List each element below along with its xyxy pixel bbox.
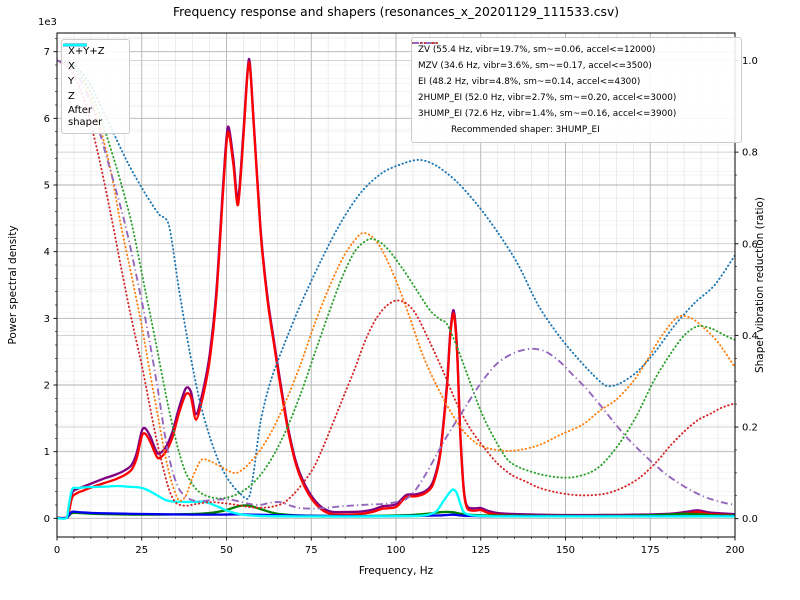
legend-sample-dashdot bbox=[413, 42, 437, 44]
legend-item-ZV: ZV (55.4 Hz, vibr=19.7%, sm~=0.06, accel… bbox=[412, 42, 734, 58]
y-left-tick-label: 6 bbox=[44, 114, 50, 125]
axes: 0 25 50 75 100 125 150 175 200 0 1 2 3 4 5 6 7 0.0 0.2 0.4 0… bbox=[44, 32, 758, 556]
legend-item-label: X+Y+Z bbox=[68, 45, 105, 57]
y-right-tick-label: 0.6 bbox=[742, 239, 758, 250]
x-tick-label: 75 bbox=[305, 545, 318, 556]
legend-item-label: ZV (55.4 Hz, vibr=19.7%, sm~=0.06, accel… bbox=[418, 45, 656, 55]
series-line-2HUMP_EI bbox=[57, 59, 735, 509]
legend-item-EI: EI (48.2 Hz, vibr=4.8%, sm~=0.14, accel<… bbox=[412, 42, 734, 90]
series-line-After-shaper bbox=[57, 484, 735, 520]
series-line-3HUMP_EI bbox=[57, 59, 735, 510]
x-tick-label: 200 bbox=[725, 545, 744, 556]
legend-right: ZV (55.4 Hz, vibr=19.7%, sm~=0.06, accel… bbox=[411, 37, 742, 143]
y-right-tick-label: 1.0 bbox=[742, 56, 758, 67]
curves bbox=[57, 57, 735, 520]
y-left-tick-label: 4 bbox=[44, 247, 50, 258]
x-tick-label: 100 bbox=[386, 545, 405, 556]
left-axis-offset-label: 1e3 bbox=[38, 17, 57, 28]
legend-item-2HUMP_EI: 2HUMP_EI (52.0 Hz, vibr=2.7%, sm~=0.20, … bbox=[412, 42, 734, 106]
y-left-tick-label: 2 bbox=[44, 381, 50, 392]
legend-item-label: Y bbox=[68, 75, 75, 87]
series-line-EI bbox=[57, 59, 735, 500]
legend-item-Y: Y bbox=[63, 43, 122, 89]
chart-title: Frequency response and shapers (resonanc… bbox=[172, 5, 620, 19]
legend-item-After-shaper: After shaper bbox=[63, 43, 122, 129]
legend-item-label: MZV (34.6 Hz, vibr=3.6%, sm~=0.17, accel… bbox=[418, 61, 652, 71]
x-tick-label: 50 bbox=[220, 545, 233, 556]
x-tick-label: 175 bbox=[641, 545, 660, 556]
right-axis-label: Shaper vibration reduction (ratio) bbox=[754, 196, 766, 374]
x-tick-label: 125 bbox=[471, 545, 490, 556]
y-right-tick-label: 0.8 bbox=[742, 148, 758, 159]
x-tick-label: 25 bbox=[135, 545, 148, 556]
y-left-tick-label: 1 bbox=[44, 447, 50, 458]
legend-right-rows: ZV (55.4 Hz, vibr=19.7%, sm~=0.06, accel… bbox=[412, 42, 734, 122]
legend-item-label: EI (48.2 Hz, vibr=4.8%, sm~=0.14, accel<… bbox=[418, 77, 641, 87]
series-line-MZV bbox=[57, 59, 735, 502]
legend-item-label: 2HUMP_EI (52.0 Hz, vibr=2.7%, sm~=0.20, … bbox=[418, 93, 677, 103]
series-line-ZV bbox=[57, 59, 735, 500]
y-left-tick-label: 3 bbox=[44, 314, 50, 325]
legend-sample-solid bbox=[63, 43, 87, 47]
legend-item-Z: Z bbox=[63, 43, 122, 104]
y-left-tick-label: 7 bbox=[44, 47, 50, 58]
legend-recommended-shaper: Recommended shaper: 3HUMP_EI bbox=[451, 125, 600, 135]
legend-item-label: 3HUMP_EI (72.6 Hz, vibr=1.4%, sm~=0.16, … bbox=[418, 109, 677, 119]
x-axis-label: Frequency, Hz bbox=[358, 565, 434, 577]
y-left-tick-label: 0 bbox=[44, 514, 50, 525]
y-left-tick-label: 5 bbox=[44, 181, 50, 192]
legend-item-3HUMP_EI: 3HUMP_EI (72.6 Hz, vibr=1.4%, sm~=0.16, … bbox=[413, 42, 734, 122]
legend-item-label: Z bbox=[68, 90, 75, 102]
x-tick-label: 150 bbox=[556, 545, 575, 556]
y-right-tick-label: 0.4 bbox=[742, 331, 758, 342]
left-axis-label: Power spectral density bbox=[7, 225, 19, 345]
legend-item-MZV: MZV (34.6 Hz, vibr=3.6%, sm~=0.17, accel… bbox=[412, 42, 734, 74]
legend-item-label: After shaper bbox=[68, 105, 103, 128]
grid bbox=[56, 33, 736, 537]
y-right-tick-label: 0.2 bbox=[742, 423, 758, 434]
legend-left: X+Y+Z X Y Z After shaper bbox=[61, 39, 130, 134]
y-right-tick-label: 0.0 bbox=[742, 514, 758, 525]
legend-item-label: X bbox=[68, 60, 75, 72]
series-line-X bbox=[57, 61, 735, 520]
x-tick-label: 0 bbox=[54, 545, 60, 556]
legend-item-X: X bbox=[63, 43, 122, 74]
